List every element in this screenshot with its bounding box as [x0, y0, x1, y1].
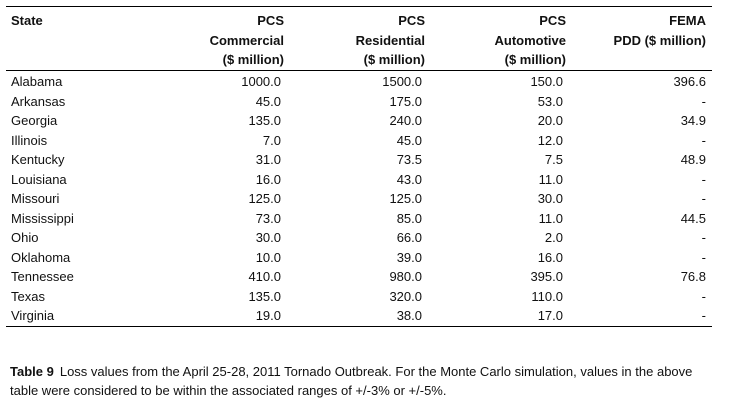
- cell-state: Ohio: [11, 230, 39, 245]
- cell-pcs-commercial: 19.0: [255, 308, 281, 323]
- cell-pcs-commercial: 16.0: [255, 171, 281, 187]
- header-pcs-commercial: PCS Commercial ($ million): [209, 13, 284, 67]
- cell-pcs-residential: 43.0: [396, 171, 422, 187]
- table-header-row: State PCS Commercial ($ million) PCS Res…: [6, 7, 712, 70]
- cell-fema-pdd: 44.5: [680, 210, 706, 226]
- cell-state: Mississippi: [11, 210, 74, 226]
- cell-pcs-automotive: 150.0: [530, 74, 563, 89]
- cell-pcs-commercial: 45.0: [255, 93, 281, 109]
- cell-pcs-commercial: 30.0: [255, 230, 281, 245]
- caption-label: Table 9: [10, 364, 54, 379]
- cell-pcs-commercial: 31.0: [255, 152, 281, 167]
- caption-text: Loss values from the April 25-28, 2011 T…: [10, 364, 693, 398]
- cell-fema-pdd: 396.6: [673, 74, 706, 89]
- cell-pcs-residential: 39.0: [396, 249, 422, 265]
- cell-pcs-automotive: 30.0: [537, 191, 563, 206]
- cell-pcs-commercial: 135.0: [248, 288, 281, 304]
- cell-pcs-automotive: 16.0: [537, 249, 563, 265]
- cell-pcs-commercial: 410.0: [248, 269, 281, 284]
- cell-pcs-commercial: 135.0: [248, 113, 281, 128]
- cell-state: Virginia: [11, 308, 55, 323]
- table-row: Alabama 1000.0 1500.0 150.0 396.6: [6, 72, 712, 92]
- header-fema-pdd: FEMA PDD ($ million): [613, 13, 706, 48]
- table-row: Kentucky 31.0 73.5 7.5 48.9: [6, 150, 712, 170]
- table-row: Louisiana 16.0 43.0 11.0 -: [6, 170, 712, 190]
- cell-state: Alabama: [11, 74, 63, 89]
- cell-pcs-residential: 320.0: [389, 288, 422, 304]
- cell-pcs-automotive: 11.0: [538, 210, 563, 226]
- cell-pcs-residential: 66.0: [396, 230, 422, 245]
- header-state: State: [11, 13, 43, 28]
- cell-fema-pdd: -: [701, 132, 706, 148]
- cell-pcs-automotive: 110.0: [531, 288, 563, 304]
- cell-pcs-residential: 175.0: [389, 93, 422, 109]
- table-row: Oklahoma 10.0 39.0 16.0 -: [6, 248, 712, 268]
- table-row: Mississippi 73.0 85.0 11.0 44.5: [6, 209, 712, 229]
- cell-fema-pdd: -: [701, 171, 706, 187]
- table-row: Missouri 125.0 125.0 30.0 -: [6, 189, 712, 209]
- table-header-rule: [6, 70, 712, 71]
- table-body: Alabama 1000.0 1500.0 150.0 396.6 Arkansas 45.…: [6, 71, 712, 326]
- cell-fema-pdd: -: [701, 308, 706, 323]
- cell-state: Arkansas: [11, 93, 66, 109]
- cell-pcs-commercial: 73.0: [255, 210, 281, 226]
- table-row: Georgia 135.0 240.0 20.0 34.9: [6, 111, 712, 131]
- cell-state: Louisiana: [11, 171, 67, 187]
- cell-pcs-automotive: 53.0: [537, 93, 563, 109]
- cell-pcs-automotive: 395.0: [530, 269, 563, 284]
- table-row: Arkansas 45.0 175.0 53.0 -: [6, 92, 712, 112]
- cell-state: Kentucky: [11, 152, 65, 167]
- table-bottom-rule: [6, 325, 712, 327]
- cell-pcs-residential: 85.0: [396, 210, 422, 226]
- cell-fema-pdd: 34.9: [680, 113, 706, 128]
- cell-pcs-residential: 38.0: [396, 308, 422, 323]
- cell-state: Tennessee: [11, 269, 74, 284]
- cell-state: Illinois: [11, 132, 48, 148]
- header-pcs-automotive: PCS Automotive ($ million): [494, 13, 567, 67]
- cell-fema-pdd: -: [701, 249, 706, 265]
- cell-pcs-commercial: 125.0: [248, 191, 281, 206]
- cell-state: Georgia: [11, 113, 58, 128]
- cell-fema-pdd: -: [701, 288, 706, 304]
- cell-state: Texas: [11, 288, 45, 304]
- cell-pcs-automotive: 20.0: [537, 113, 563, 128]
- cell-state: Oklahoma: [11, 249, 71, 265]
- cell-pcs-automotive: 17.0: [537, 308, 563, 323]
- cell-pcs-automotive: 12.0: [537, 132, 563, 148]
- cell-pcs-automotive: 7.5: [544, 152, 563, 167]
- cell-fema-pdd: -: [701, 93, 706, 109]
- cell-fema-pdd: -: [701, 230, 706, 245]
- cell-pcs-automotive: 2.0: [544, 230, 563, 245]
- header-pcs-residential: PCS Residential ($ million): [355, 13, 425, 67]
- cell-pcs-residential: 1500.0: [382, 74, 422, 89]
- cell-pcs-automotive: 11.0: [538, 171, 563, 187]
- cell-fema-pdd: -: [701, 191, 706, 206]
- cell-pcs-commercial: 10.0: [255, 249, 281, 265]
- table-top-rule: [6, 6, 712, 7]
- cell-pcs-residential: 73.5: [396, 152, 422, 167]
- table-caption: Table 9 Loss values from the April 25-28,…: [10, 362, 710, 400]
- cell-fema-pdd: 48.9: [680, 152, 706, 167]
- cell-pcs-residential: 125.0: [389, 191, 422, 206]
- table-row: Illinois 7.0 45.0 12.0 -: [6, 131, 712, 151]
- cell-pcs-residential: 980.0: [389, 269, 422, 284]
- cell-state: Missouri: [11, 191, 60, 206]
- cell-pcs-residential: 240.0: [389, 113, 422, 128]
- loss-values-table: State PCS Commercial ($ million) PCS Res…: [6, 6, 712, 327]
- cell-pcs-residential: 45.0: [396, 132, 422, 148]
- table-row: Texas 135.0 320.0 110.0 -: [6, 287, 712, 307]
- table-row: Virginia 19.0 38.0 17.0 -: [6, 306, 712, 326]
- table-row: Ohio 30.0 66.0 2.0 -: [6, 228, 712, 248]
- cell-pcs-commercial: 1000.0: [241, 74, 281, 89]
- cell-fema-pdd: 76.8: [680, 269, 706, 284]
- table-row: Tennessee 410.0 980.0 395.0 76.8: [6, 267, 712, 287]
- cell-pcs-commercial: 7.0: [262, 132, 281, 148]
